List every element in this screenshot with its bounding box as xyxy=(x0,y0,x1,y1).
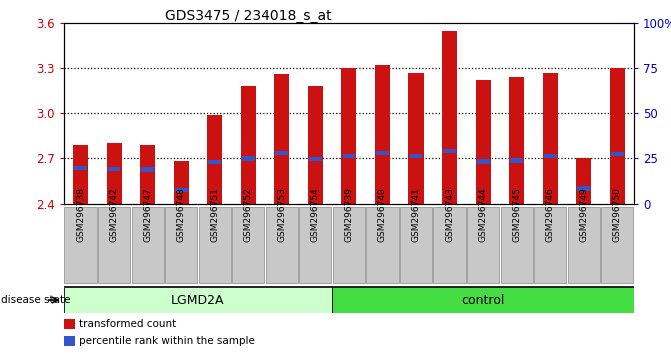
Bar xyxy=(73,145,88,204)
Text: GSM296741: GSM296741 xyxy=(411,187,421,242)
Text: control: control xyxy=(462,293,505,307)
Bar xyxy=(332,287,634,313)
Text: GSM296744: GSM296744 xyxy=(478,187,488,242)
Bar xyxy=(409,154,423,158)
Text: GSM296745: GSM296745 xyxy=(512,187,521,242)
Bar xyxy=(141,167,154,172)
Text: GSM296750: GSM296750 xyxy=(613,187,622,242)
Bar xyxy=(199,207,231,284)
Bar xyxy=(442,30,457,204)
Bar xyxy=(476,80,491,204)
Bar xyxy=(510,159,523,163)
Bar xyxy=(274,74,289,204)
Text: GSM296747: GSM296747 xyxy=(143,187,152,242)
Bar xyxy=(376,151,389,155)
Bar xyxy=(601,207,633,284)
Bar xyxy=(611,152,624,156)
Text: GSM296754: GSM296754 xyxy=(311,187,320,242)
Bar xyxy=(165,207,197,284)
Text: transformed count: transformed count xyxy=(79,319,176,329)
Bar xyxy=(132,207,164,284)
Bar xyxy=(375,65,390,204)
Bar xyxy=(207,115,222,204)
Bar xyxy=(275,151,289,155)
Bar xyxy=(174,161,189,204)
Bar xyxy=(309,157,322,161)
Bar xyxy=(366,207,399,284)
Text: GSM296739: GSM296739 xyxy=(344,187,354,242)
Bar xyxy=(74,166,87,171)
Bar xyxy=(333,207,365,284)
Bar xyxy=(342,68,356,204)
Text: LGMD2A: LGMD2A xyxy=(171,293,225,307)
Text: GSM296738: GSM296738 xyxy=(76,187,85,242)
Text: GSM296742: GSM296742 xyxy=(109,187,119,242)
Text: GSM296740: GSM296740 xyxy=(378,187,387,242)
Bar xyxy=(242,156,255,161)
Bar xyxy=(544,154,557,158)
Bar xyxy=(409,73,423,204)
Bar xyxy=(64,207,97,284)
Bar xyxy=(107,143,121,204)
Bar xyxy=(64,319,75,329)
Text: GSM296743: GSM296743 xyxy=(445,187,454,242)
Bar xyxy=(266,207,298,284)
Bar xyxy=(241,86,256,204)
Text: GSM296749: GSM296749 xyxy=(579,187,588,242)
Bar xyxy=(467,207,499,284)
Bar xyxy=(576,158,591,204)
Bar xyxy=(509,77,524,204)
Bar xyxy=(342,154,356,158)
Text: GSM296748: GSM296748 xyxy=(176,187,186,242)
Bar xyxy=(501,207,533,284)
Bar xyxy=(98,207,130,284)
Bar xyxy=(64,336,75,346)
Bar xyxy=(433,207,466,284)
Bar xyxy=(443,149,456,153)
Bar xyxy=(577,186,590,191)
Bar xyxy=(107,167,121,171)
Bar xyxy=(174,188,188,192)
Bar xyxy=(476,159,490,164)
Bar xyxy=(534,207,566,284)
Bar xyxy=(140,145,155,204)
Bar xyxy=(568,207,600,284)
Text: GSM296751: GSM296751 xyxy=(210,187,219,242)
Text: GSM296753: GSM296753 xyxy=(277,187,287,242)
Text: GSM296746: GSM296746 xyxy=(546,187,555,242)
Bar xyxy=(208,160,221,164)
Text: disease state: disease state xyxy=(1,295,71,305)
Bar xyxy=(308,86,323,204)
Bar xyxy=(543,73,558,204)
Text: percentile rank within the sample: percentile rank within the sample xyxy=(79,336,255,346)
Bar xyxy=(64,287,332,313)
Text: GDS3475 / 234018_s_at: GDS3475 / 234018_s_at xyxy=(165,9,331,23)
Bar xyxy=(610,68,625,204)
Bar xyxy=(400,207,432,284)
Bar xyxy=(232,207,264,284)
Text: GSM296752: GSM296752 xyxy=(244,187,253,242)
Bar xyxy=(299,207,331,284)
